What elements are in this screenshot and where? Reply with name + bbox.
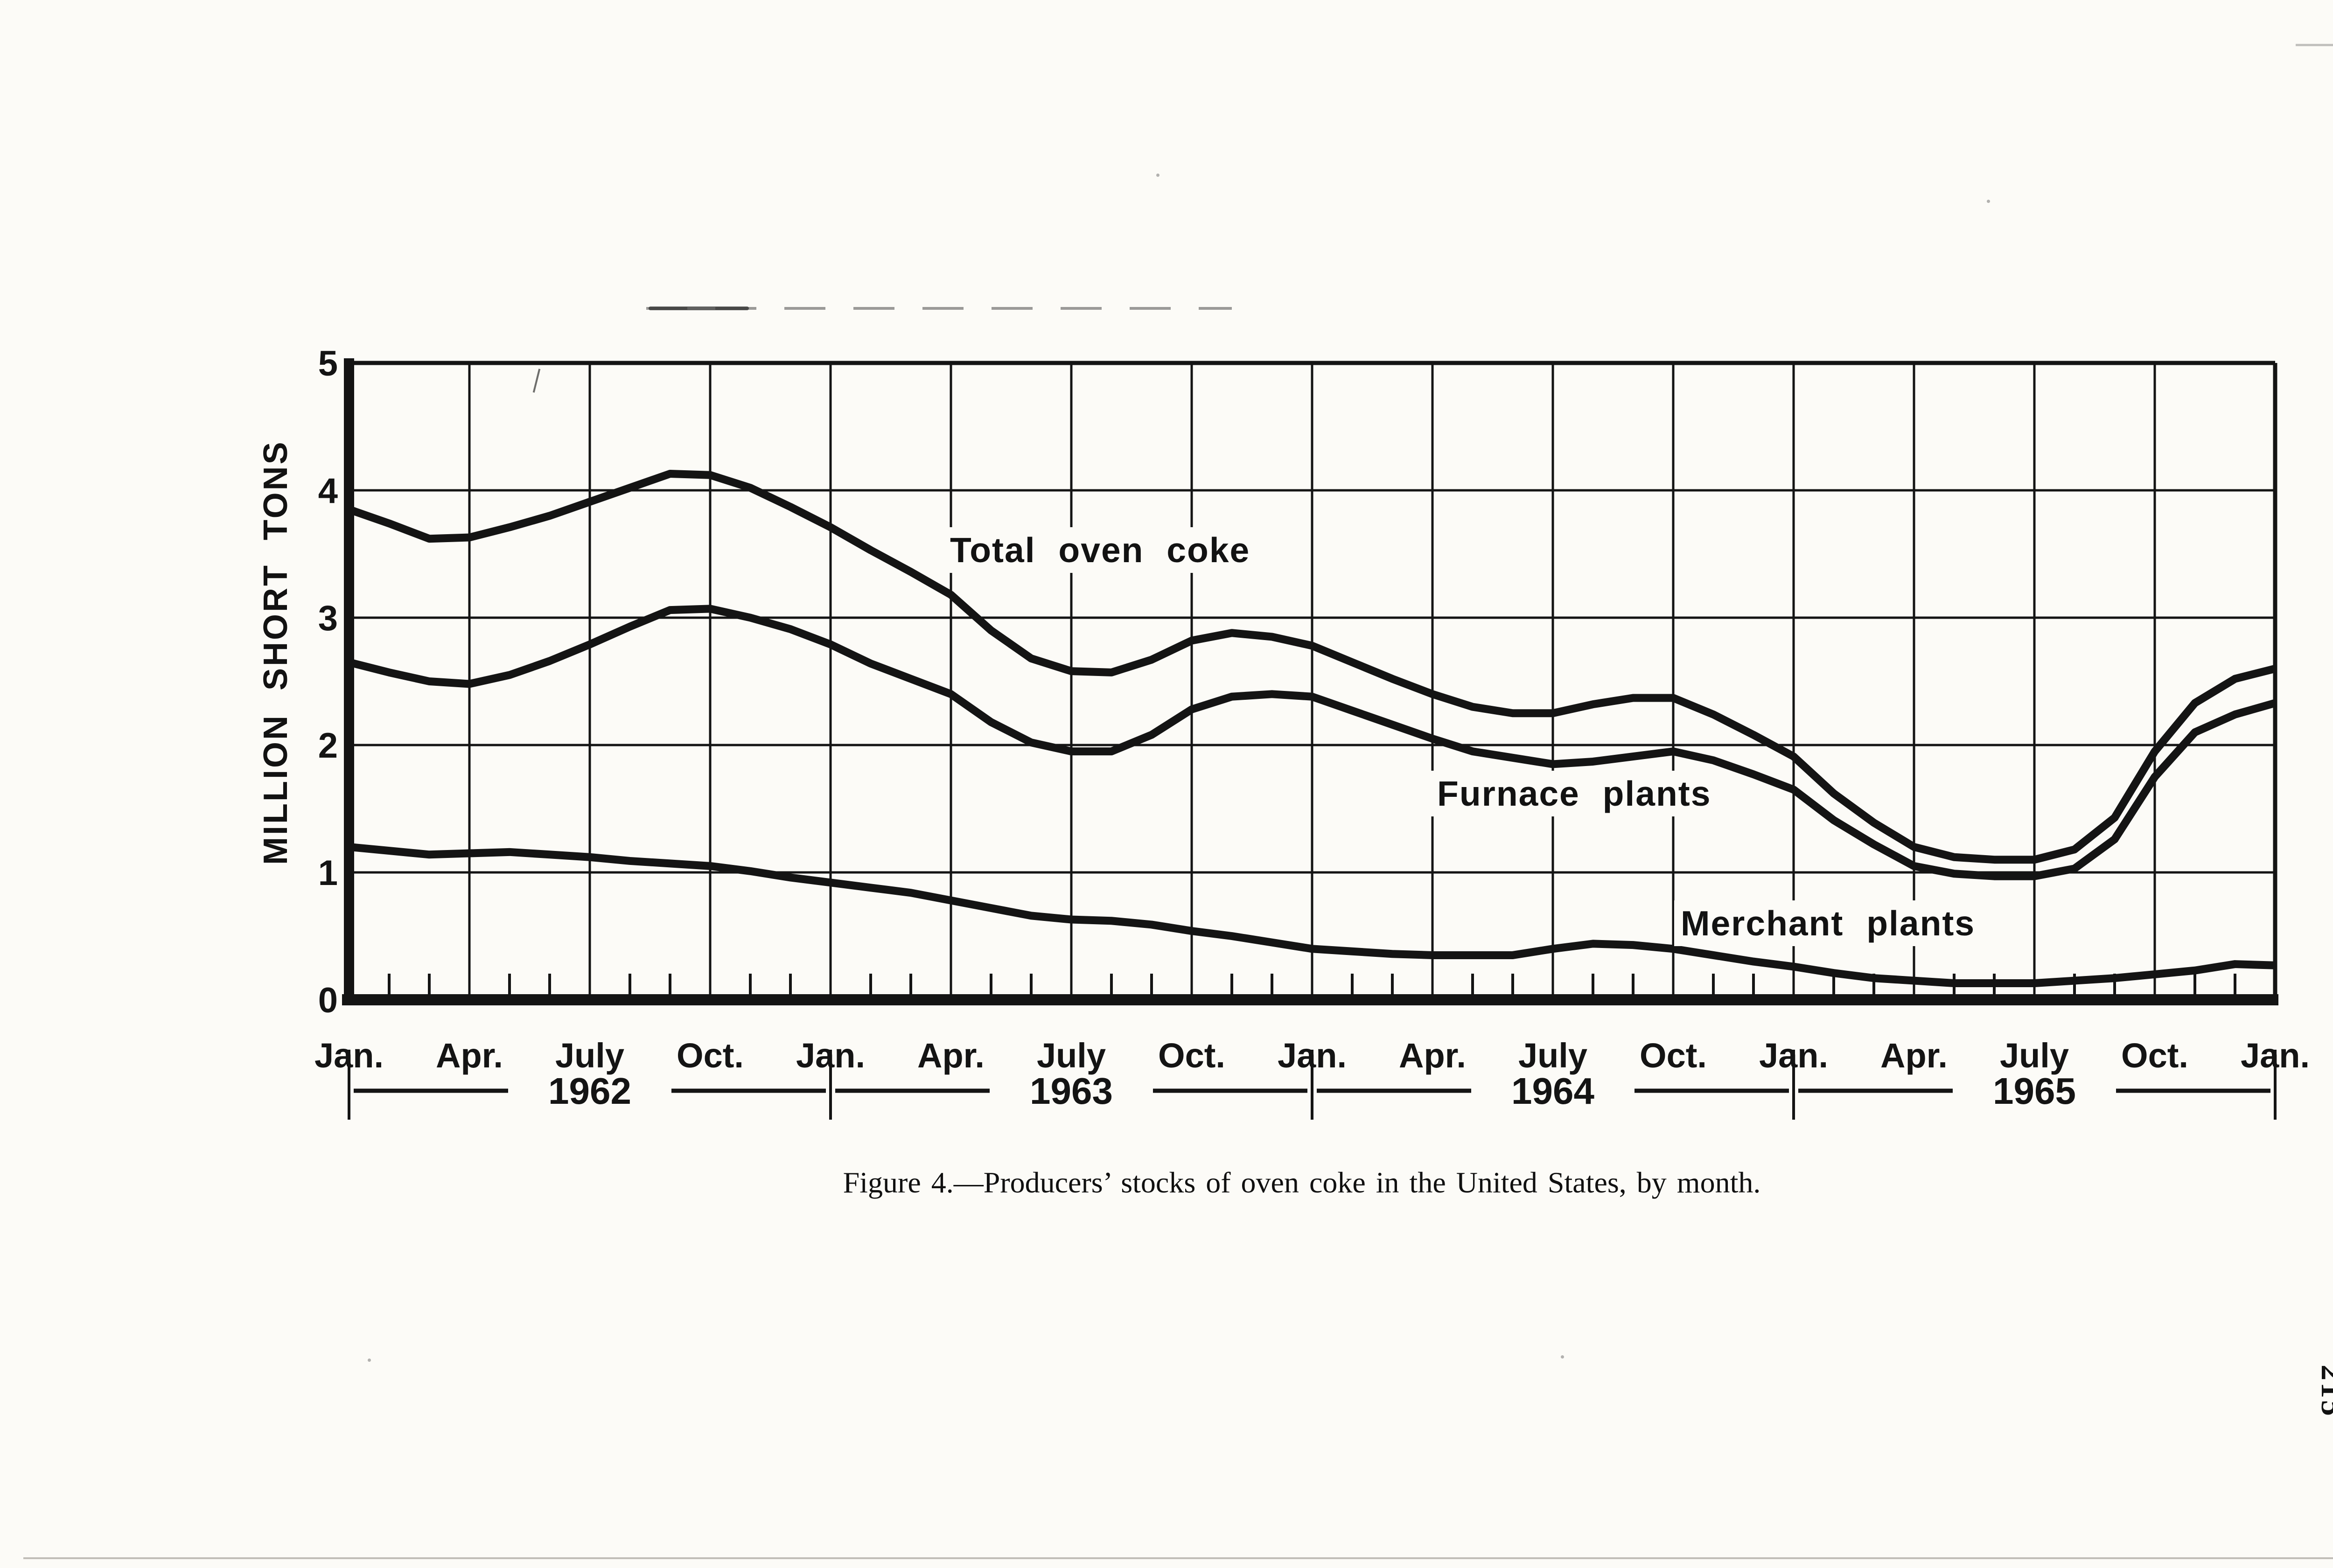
figure-caption: Figure 4.—Producers’ stocks of oven coke…	[843, 1166, 1761, 1199]
x-axis-label: Oct.	[677, 1036, 744, 1075]
x-axis-label: Oct.	[1158, 1036, 1225, 1075]
year-bracket-row: 1962 1963 1964 1965	[348, 1050, 2277, 1120]
scan-artifact-dash-segment	[649, 307, 749, 310]
x-axis-month-labels: Jan. Apr. July Oct. Jan. Apr. July Oct. Jan. Apr.…	[314, 1036, 2310, 1075]
y-axis-tick-label: 5	[318, 344, 338, 383]
x-axis-label: Oct.	[1640, 1036, 1707, 1075]
x-axis-label: July	[1518, 1036, 1587, 1075]
scan-artifact-top-right	[2296, 44, 2333, 46]
x-axis-label: July	[555, 1036, 624, 1075]
year-label: 1964	[1511, 1070, 1594, 1112]
x-axis-label: Oct.	[2121, 1036, 2188, 1075]
y-axis-tick-label: 0	[318, 981, 338, 1020]
data-series	[348, 470, 2277, 988]
x-axis-label: Apr.	[1880, 1036, 1948, 1075]
y-axis-tick-label: 2	[318, 726, 338, 766]
y-axis-tick-label: 1	[318, 853, 338, 893]
furnace-plants-line	[348, 605, 2277, 880]
x-axis-label: July	[1037, 1036, 1106, 1075]
x-axis-label: Apr.	[1399, 1036, 1466, 1075]
x-axis-label: Apr.	[917, 1036, 985, 1075]
year-label: 1963	[1030, 1070, 1113, 1112]
grid-lines	[345, 361, 2275, 1000]
scan-artifact-bottom-edge	[23, 1557, 2333, 1559]
scan-speck	[1561, 1355, 1564, 1359]
total-oven-coke-line	[348, 470, 2277, 864]
page-number: 215	[2315, 1365, 2333, 1418]
series-label-merchant-plants: Merchant plants	[1674, 900, 1982, 946]
x-axis-label: July	[2000, 1036, 2069, 1075]
y-axis-title: MILLION SHORT TONS	[257, 440, 294, 865]
y-axis-tick-label: 4	[318, 471, 338, 511]
month-tick-marks	[388, 974, 2236, 1002]
series-label-total-oven-coke: Total oven coke	[943, 527, 1257, 573]
merchant-plants-line	[349, 843, 2276, 988]
scan-speck	[368, 1359, 371, 1362]
scan-speck	[1156, 174, 1160, 177]
scan-speck	[1987, 200, 1990, 203]
y-axis-tick-labels: 0 1 2 3 4 5	[318, 344, 338, 1020]
scan-artifact-dashed-line	[646, 307, 1232, 310]
year-label: 1965	[1993, 1070, 2076, 1112]
year-label: 1962	[548, 1070, 631, 1112]
series-label-furnace-plants: Furnace plants	[1431, 771, 1718, 816]
y-axis-tick-label: 3	[318, 599, 338, 638]
axes	[342, 358, 2278, 1005]
x-axis-label: Apr.	[436, 1036, 503, 1075]
